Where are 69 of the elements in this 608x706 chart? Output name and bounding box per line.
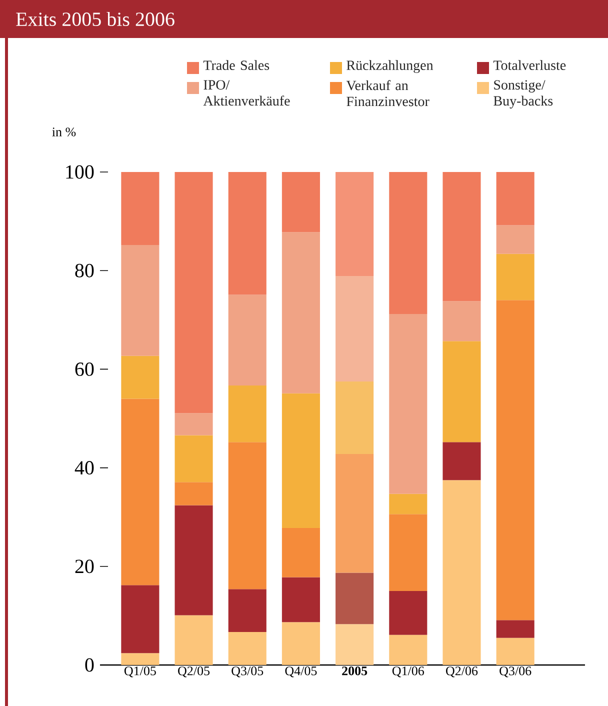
bar xyxy=(442,341,481,442)
y-tick-label: 40 xyxy=(74,461,94,475)
legend-label: Trade Sales xyxy=(203,60,270,70)
bar xyxy=(389,514,428,592)
bar xyxy=(389,494,428,514)
legend-label: Rückzahlungen xyxy=(346,60,434,73)
x-tick-label: Q3/06 xyxy=(500,666,532,678)
bar xyxy=(336,572,374,624)
bar xyxy=(121,398,160,586)
bar xyxy=(121,244,160,356)
bar xyxy=(228,442,266,590)
y-tick-label: 0 xyxy=(85,658,94,672)
x-tick-label: 2005 xyxy=(342,666,368,676)
legend-label: Totalverluste xyxy=(493,60,566,70)
y-tick-label: 60 xyxy=(75,362,94,376)
bar xyxy=(174,505,213,616)
x-tick-label: Q1/06 xyxy=(392,666,424,678)
bar xyxy=(174,615,213,665)
bar xyxy=(121,172,160,245)
bar xyxy=(442,480,481,665)
x-tick-label: Q4/05 xyxy=(285,666,317,678)
bar xyxy=(282,577,320,622)
bar xyxy=(336,454,374,573)
bar xyxy=(442,442,481,480)
bar xyxy=(282,172,320,232)
legend-label: Sonstige/ Buy-backs xyxy=(494,80,553,108)
y-tick-label: 80 xyxy=(75,264,94,278)
bar xyxy=(496,638,534,665)
bar xyxy=(389,314,428,494)
x-tick-label: Q2/05 xyxy=(178,666,210,678)
bar xyxy=(496,300,534,620)
y-tick-label: 20 xyxy=(75,560,94,574)
chart-title: Exits 2005 bis 2006 xyxy=(16,12,174,26)
bar xyxy=(174,435,213,482)
y-axis-title: in % xyxy=(52,128,76,136)
bar xyxy=(282,622,320,665)
bar xyxy=(336,172,374,276)
bar xyxy=(282,528,320,578)
y-tick-label: 100 xyxy=(66,165,94,179)
bar xyxy=(121,653,160,665)
bar xyxy=(496,172,534,226)
bar xyxy=(336,276,374,382)
bar xyxy=(228,589,266,632)
bar xyxy=(336,624,374,665)
bar xyxy=(228,294,266,386)
bar xyxy=(389,634,428,665)
bar xyxy=(228,172,266,295)
bar xyxy=(389,591,428,635)
bar xyxy=(442,172,481,302)
bar xyxy=(228,385,266,442)
bar xyxy=(442,301,481,342)
bar xyxy=(496,225,534,254)
x-tick-label: Q2/06 xyxy=(446,666,478,678)
bar xyxy=(174,172,213,414)
bar xyxy=(121,356,160,399)
bar xyxy=(121,585,160,654)
legend-label: Verkauf an Finanzinvestor xyxy=(346,80,430,106)
bar xyxy=(174,482,213,506)
legend-label: IPO/ Aktienverkäufe xyxy=(203,80,290,106)
x-tick-label: Q3/05 xyxy=(232,666,264,678)
bar xyxy=(496,254,534,300)
bar xyxy=(282,393,320,528)
bar xyxy=(496,620,534,638)
x-tick-label: Q1/05 xyxy=(124,666,156,678)
bar xyxy=(336,382,374,454)
bar xyxy=(389,172,428,314)
bar xyxy=(228,632,266,665)
bar xyxy=(174,413,213,436)
bar xyxy=(282,232,320,394)
